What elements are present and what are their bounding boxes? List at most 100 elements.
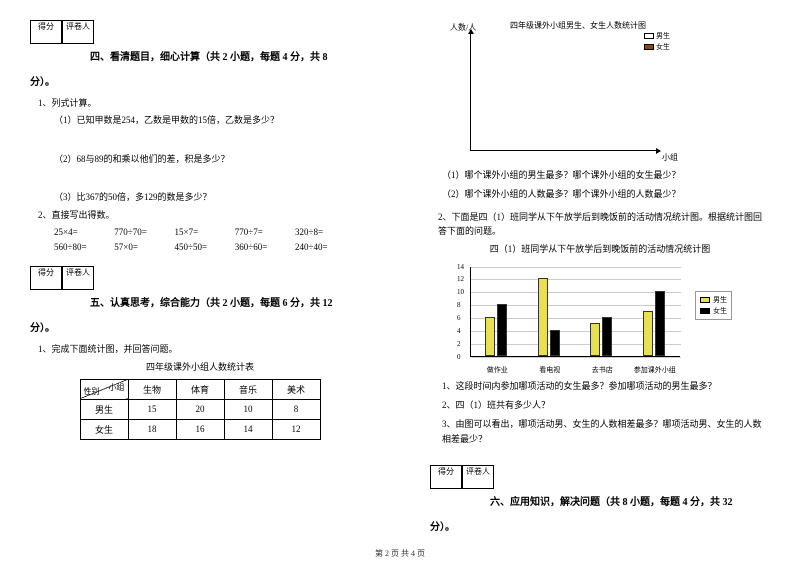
calc-cell: 770÷7= (235, 225, 293, 240)
table-title: 四年级课外小组人数统计表 (30, 360, 370, 373)
gridline (471, 279, 681, 280)
bar (655, 291, 665, 355)
legend-swatch (700, 297, 710, 303)
section-6-title: 六、应用知识，解决问题（共 8 小题，每题 4 分，共 32 (490, 493, 770, 508)
bar (602, 317, 612, 356)
col-header: 生物 (128, 379, 176, 399)
ytick-label: 8 (457, 301, 461, 309)
chart2-legend: 男生 女生 (695, 291, 732, 320)
grader-label: 评卷人 (63, 267, 93, 278)
gridline (471, 267, 681, 268)
ytick-label: 0 (457, 353, 461, 361)
chart2-q3: 3、由图可以看出，哪项活动男、女生的人数相差最多？哪项活动男、女生的人数相差最少… (442, 417, 770, 446)
calc-cell: 25×4= (54, 225, 112, 240)
x-axis (470, 150, 660, 151)
legend-item: 女生 (644, 42, 670, 52)
section-5-title-cont: 分）。 (30, 319, 370, 334)
xtick-label: 做作业 (487, 365, 508, 375)
q4-1: 1、列式计算。 (38, 96, 370, 110)
chart1-empty-axes: 四年级课外小组男生、女生人数统计图 人数/人 小组 男生 女生 (450, 20, 670, 160)
calc-row-1: 25×4= 770÷70= 15×7= 770÷7= 320÷8= (54, 225, 370, 240)
cell: 14 (224, 419, 272, 439)
section-6-title-cont: 分）。 (430, 518, 770, 533)
legend-item: 男生 (700, 295, 727, 305)
calc-cell: 240÷40= (295, 240, 353, 255)
cell: 16 (176, 419, 224, 439)
col-header: 美术 (272, 379, 320, 399)
page-footer: 第 2 页 共 4 页 (0, 548, 800, 559)
stats-table: 小组 性别 生物 体育 音乐 美术 男生 15 20 10 8 女生 18 16… (80, 379, 321, 440)
table-row: 小组 性别 生物 体育 音乐 美术 (80, 379, 320, 399)
ytick-label: 6 (457, 314, 461, 322)
legend-label: 男生 (656, 31, 670, 41)
ytick-label: 4 (457, 327, 461, 335)
legend-swatch (644, 33, 654, 39)
chart1-legend: 男生 女生 (644, 30, 670, 53)
score-cell: 得分 (430, 465, 462, 489)
row-label: 女生 (80, 419, 128, 439)
diag-top: 小组 (109, 382, 125, 393)
cell: 18 (128, 419, 176, 439)
legend-label: 女生 (713, 306, 727, 316)
bar (485, 317, 495, 356)
cell: 15 (128, 399, 176, 419)
bar (538, 278, 548, 355)
bar (643, 311, 653, 356)
ytick-label: 14 (457, 263, 464, 271)
cell: 20 (176, 399, 224, 419)
table-row: 男生 15 20 10 8 (80, 399, 320, 419)
chart1-title: 四年级课外小组男生、女生人数统计图 (510, 20, 646, 31)
gridline (471, 357, 681, 358)
calc-cell: 15×7= (175, 225, 233, 240)
legend-item: 男生 (644, 31, 670, 41)
score-label: 得分 (31, 267, 61, 278)
score-box-4: 得分 评卷人 (30, 20, 370, 44)
right-q1: （1）哪个课外小组的男生最多？哪个课外小组的女生最少？ (442, 168, 770, 182)
section-4-title: 四、看清题目，细心计算（共 2 小题，每题 4 分，共 8 (90, 48, 370, 63)
chart2-title: 四（1）班同学从下午放学后到晚饭前的活动情况统计图 (430, 242, 770, 255)
calc-cell: 57×0= (114, 240, 172, 255)
score-label: 得分 (31, 21, 61, 32)
chart1-xlabel: 小组 (662, 152, 678, 163)
score-cell: 得分 (30, 20, 62, 44)
chart2-bar: 02468101214做作业看电视去书店参加课外小组 男生 女生 (450, 261, 730, 371)
diag-header: 小组 性别 (80, 379, 128, 399)
cell: 8 (272, 399, 320, 419)
chart2-q1: 1、这段时间内参加哪项活动的女生最多？参加哪项活动的男生最多？ (442, 379, 770, 393)
col-header: 音乐 (224, 379, 272, 399)
calc-cell: 770÷70= (114, 225, 172, 240)
right-q2: （2）哪个课外小组的人数最多？哪个课外小组的人数最少？ (442, 187, 770, 201)
legend-swatch (644, 44, 654, 50)
grader-label: 评卷人 (463, 466, 493, 477)
cell: 12 (272, 419, 320, 439)
grader-cell: 评卷人 (462, 465, 494, 489)
grader-label: 评卷人 (63, 21, 93, 32)
section-4-title-cont: 分）。 (30, 73, 370, 88)
ytick-label: 2 (457, 340, 461, 348)
grader-cell: 评卷人 (62, 20, 94, 44)
calc-row-2: 560÷80= 57×0= 450÷50= 360÷60= 240÷40= (54, 240, 370, 255)
legend-swatch (700, 308, 710, 314)
y-axis (470, 30, 471, 150)
calc-cell: 450÷50= (175, 240, 233, 255)
chart2-plot: 02468101214做作业看电视去书店参加课外小组 (470, 267, 680, 357)
calc-cell: 560÷80= (54, 240, 112, 255)
row-label: 男生 (80, 399, 128, 419)
table-row: 女生 18 16 14 12 (80, 419, 320, 439)
bar-group (590, 317, 612, 356)
bar (590, 323, 600, 355)
bar (497, 304, 507, 355)
bar-group (538, 278, 560, 355)
col-header: 体育 (176, 379, 224, 399)
q4-1-3: （3）比367的50倍，多129的数是多少？ (54, 190, 370, 204)
q4-1-1: （1）已知甲数是254，乙数是甲数的15倍，乙数是多少？ (54, 113, 370, 127)
ytick-label: 12 (457, 275, 464, 283)
bar (550, 330, 560, 356)
grader-cell: 评卷人 (62, 266, 94, 290)
legend-item: 女生 (700, 306, 727, 316)
section-5-title: 五、认真思考，综合能力（共 2 小题，每题 6 分，共 12 (90, 294, 370, 309)
calc-cell: 360÷60= (235, 240, 293, 255)
chart2-q2: 2、四（1）班共有多少人？ (442, 398, 770, 412)
q5-2-intro: 2、下面是四（1）班同学从下午放学后到晚饭前的活动情况统计图。根据统计图回答下面… (438, 210, 770, 239)
cell: 10 (224, 399, 272, 419)
